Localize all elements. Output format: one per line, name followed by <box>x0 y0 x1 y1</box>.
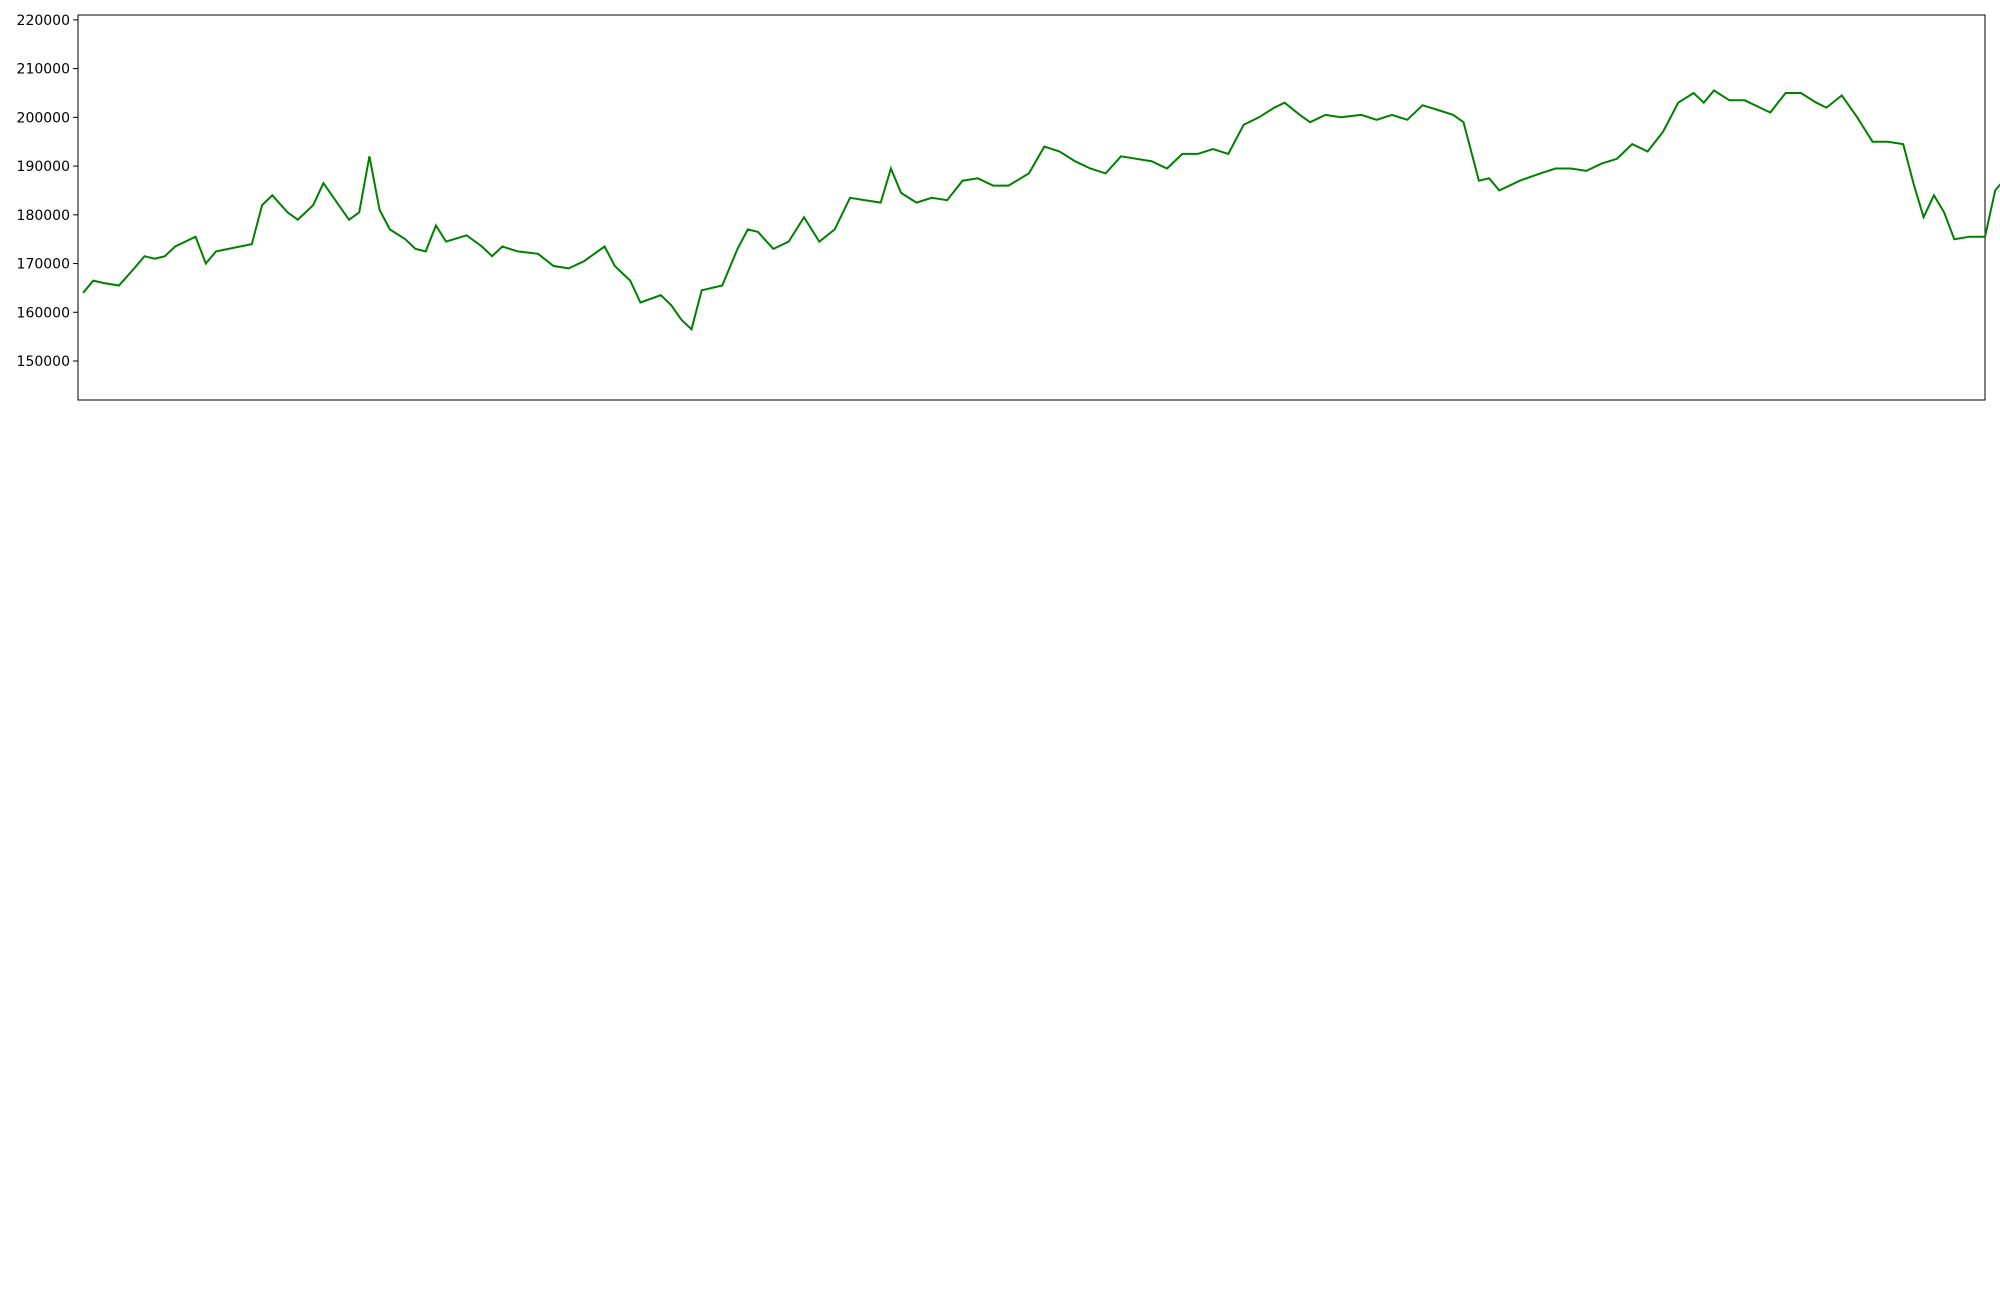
y-tick-label: 190000 <box>17 159 70 175</box>
y-tick-label: 220000 <box>17 13 70 29</box>
price-panel: 150000 160000 170000 180000 190000 200000 2100… <box>17 13 2000 401</box>
y-tick-label: 210000 <box>17 62 70 78</box>
y-tick-label: 160000 <box>17 305 70 321</box>
y-tick-label: 180000 <box>17 208 70 224</box>
price-line <box>82 89 2000 332</box>
y-tick-label: 200000 <box>17 110 70 126</box>
y-tick-label: 150000 <box>17 354 70 370</box>
y-tick-label: 170000 <box>17 257 70 273</box>
price-frame <box>77 14 1986 401</box>
